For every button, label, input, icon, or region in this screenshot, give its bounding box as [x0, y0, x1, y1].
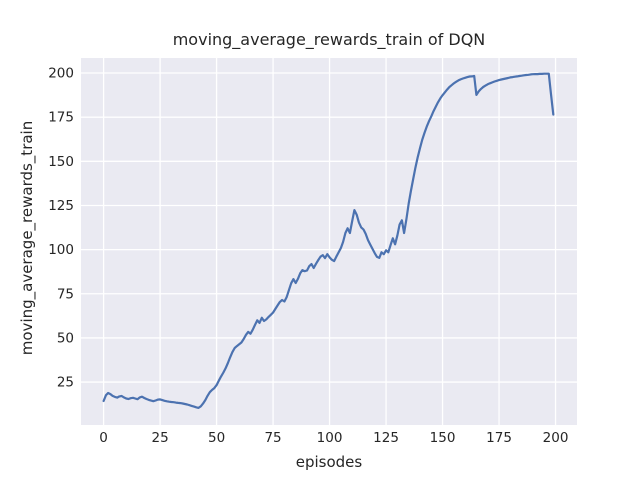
chart-title: moving_average_rewards_train of DQN — [172, 30, 486, 49]
x-tick-label: 200 — [543, 430, 569, 446]
x-tick-label: 150 — [430, 430, 456, 446]
y-tick-label: 200 — [48, 66, 74, 82]
x-tick-label: 175 — [486, 430, 512, 446]
x-tick-label: 125 — [373, 430, 399, 446]
x-tick-label: 25 — [151, 430, 168, 446]
x-tick-label: 100 — [317, 430, 343, 446]
y-tick-label: 25 — [57, 375, 74, 391]
x-tick-label: 75 — [264, 430, 281, 446]
series-line-dqn — [102, 72, 555, 409]
y-tick-label: 150 — [48, 154, 74, 170]
y-tick-label: 175 — [48, 110, 74, 126]
x-tick-label: 50 — [208, 430, 225, 446]
x-axis-label: episodes — [295, 453, 363, 471]
y-tick-label: 75 — [57, 286, 74, 302]
y-tick-label: 100 — [48, 242, 74, 258]
y-tick-label: 50 — [57, 330, 74, 346]
y-tick-label: 125 — [48, 198, 74, 214]
x-tick-label: 0 — [99, 430, 108, 446]
